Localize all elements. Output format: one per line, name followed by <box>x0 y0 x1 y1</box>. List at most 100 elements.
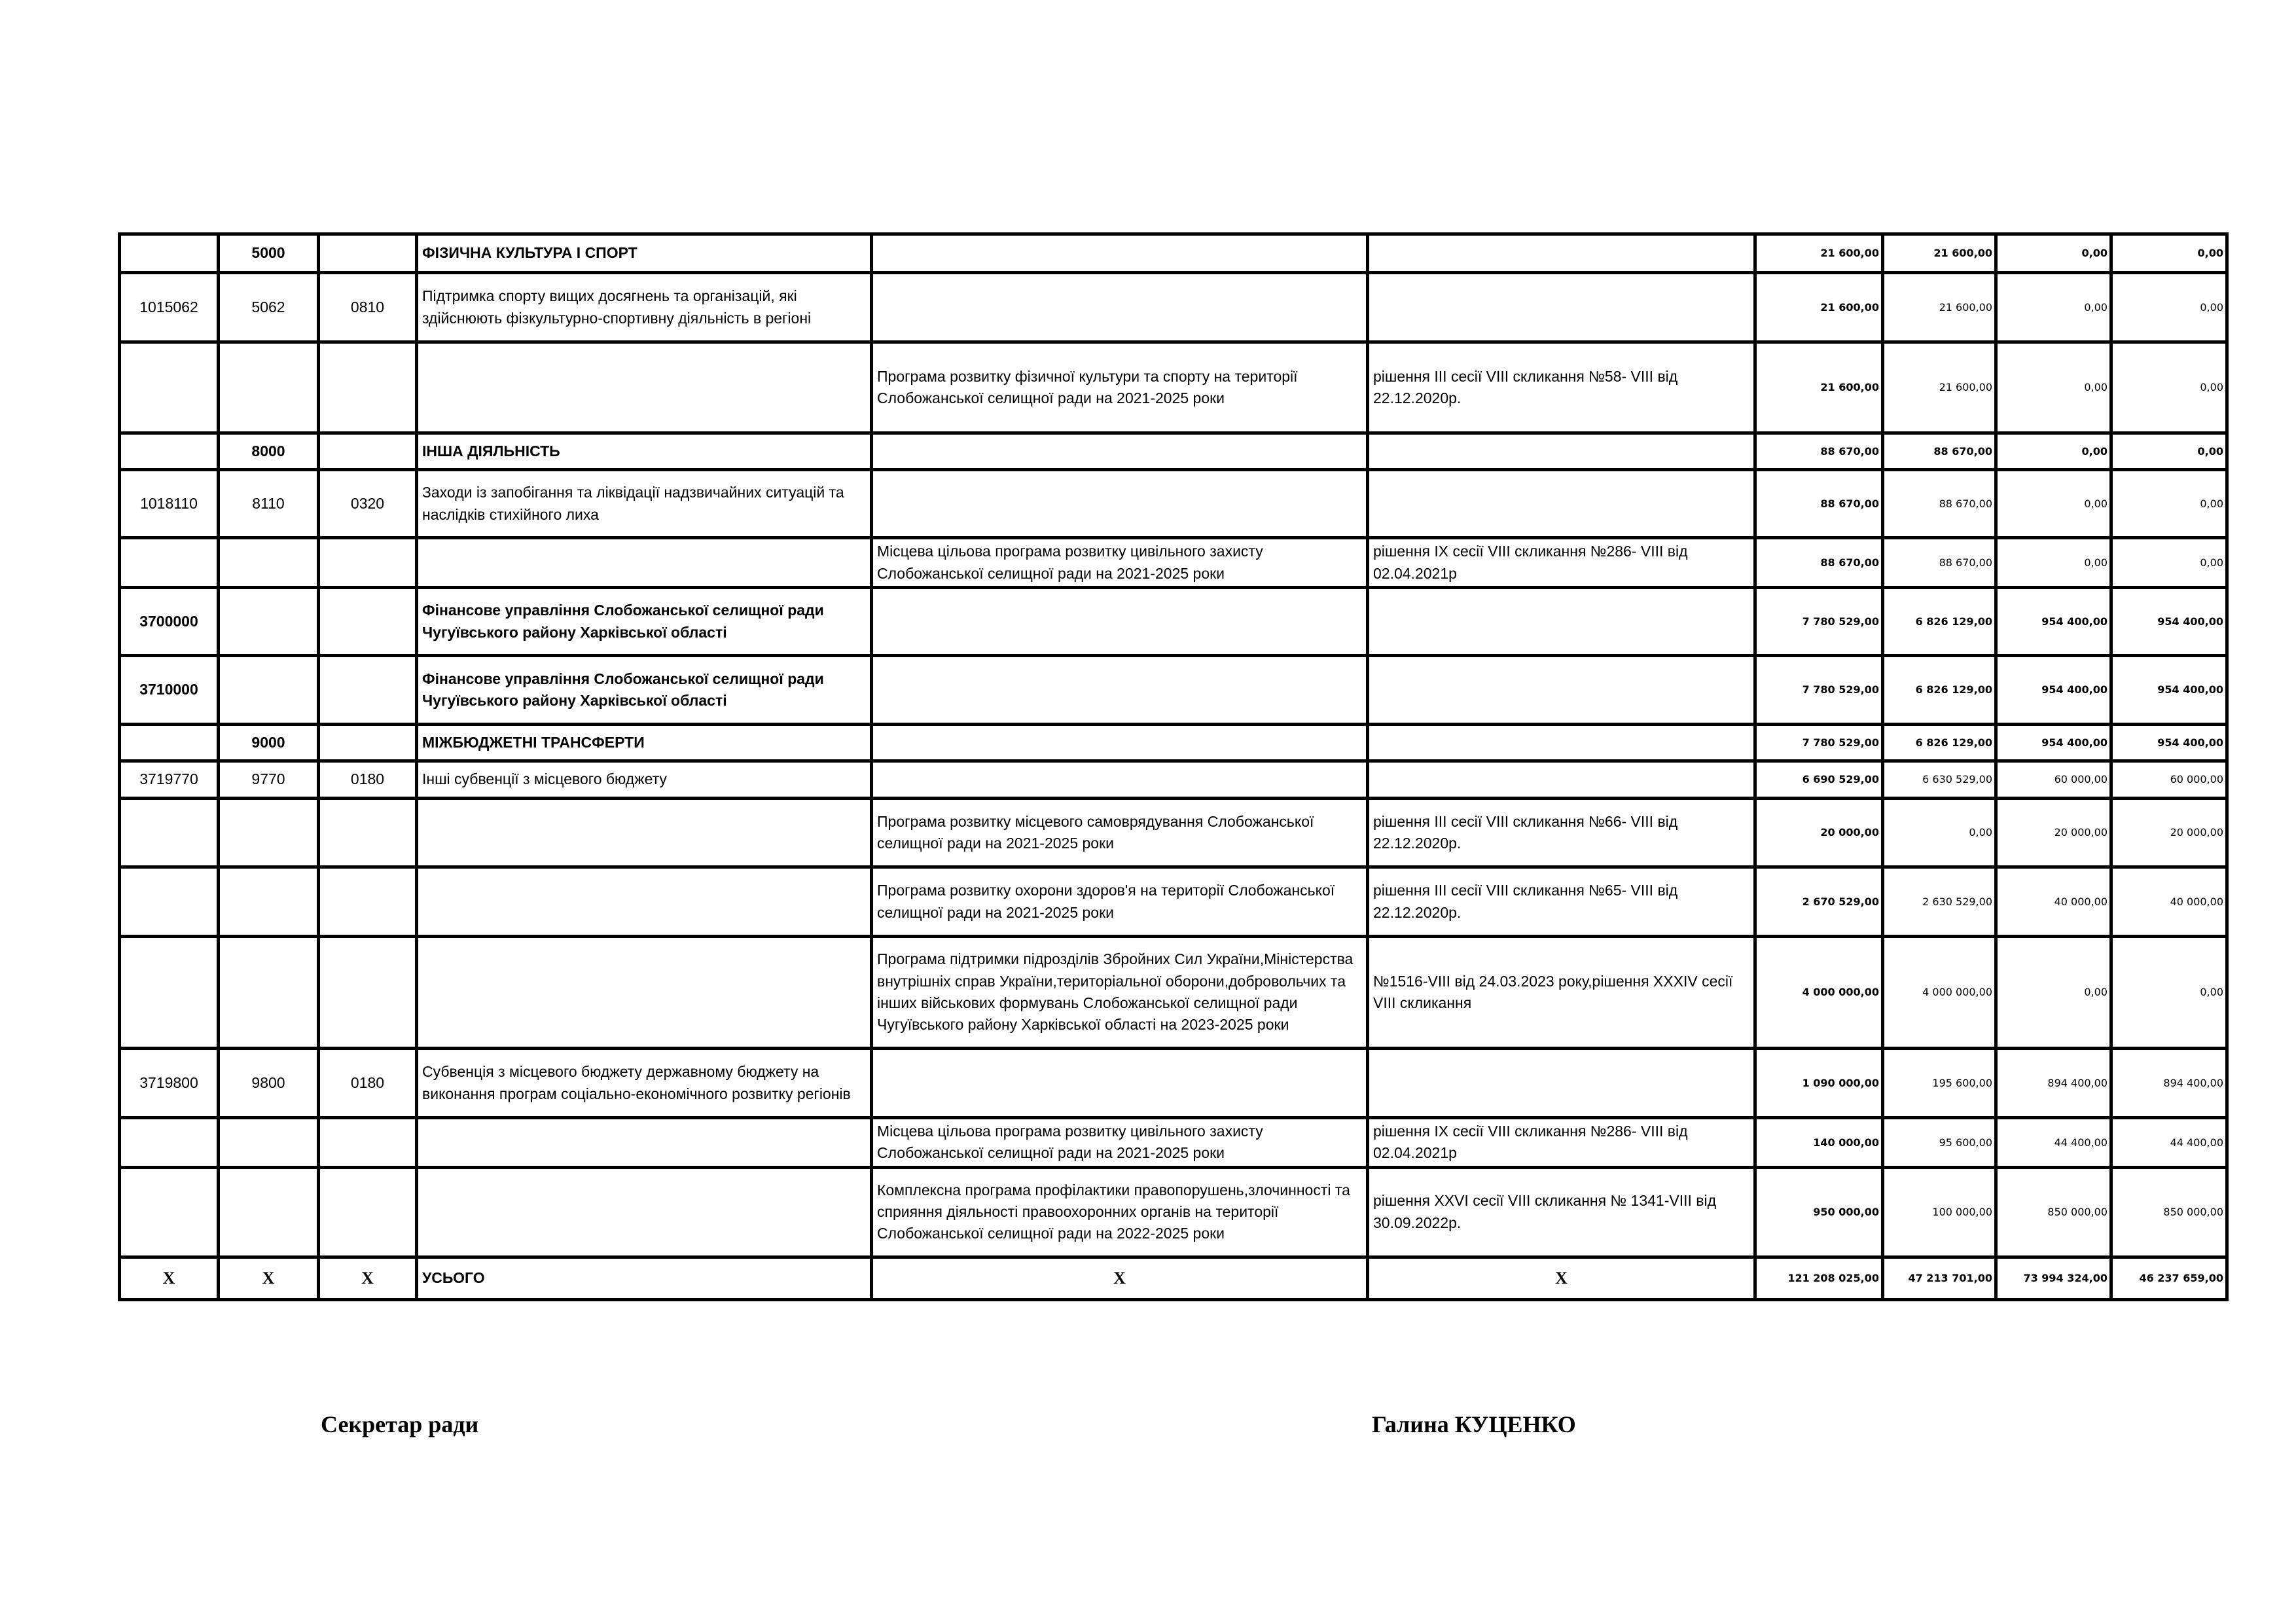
cell-program-name <box>870 586 1369 657</box>
cell-code-program <box>118 1116 220 1169</box>
cell-code-kpkvk: 8110 <box>217 468 320 539</box>
cell-decision: рішення ІІІ сесії VIII скликання №65- VI… <box>1366 865 1757 938</box>
table-row: 3700000 Фінансове управління Слобожансько… <box>118 586 2229 657</box>
cell-general-fund: 2 630 529,00 <box>1881 865 1998 938</box>
cell-decision <box>1366 271 1757 344</box>
cell-name <box>415 536 873 589</box>
cell-code-program: 3700000 <box>118 586 220 657</box>
cell-name <box>415 865 873 938</box>
cell-development-budget: 850 000,00 <box>2109 1165 2229 1259</box>
cell-code-kpkvk: 9800 <box>217 1047 320 1119</box>
cell-total: 1 090 000,00 <box>1753 1047 1884 1119</box>
cell-decision <box>1366 1047 1757 1119</box>
table-row: Програма підтримки підрозділів Збройних … <box>118 935 2229 1050</box>
cell-code-kfkvk <box>317 232 418 274</box>
cell-code-kfkvk: 0180 <box>317 1047 418 1119</box>
cell-code-kfkvk: Х <box>317 1255 418 1301</box>
cell-development-budget: 46 237 659,00 <box>2109 1255 2229 1301</box>
cell-total: 2 670 529,00 <box>1753 865 1884 938</box>
cell-total: 4 000 000,00 <box>1753 935 1884 1050</box>
cell-total: 88 670,00 <box>1753 431 1884 471</box>
cell-general-fund: 100 000,00 <box>1881 1165 1998 1259</box>
cell-total: 88 670,00 <box>1753 536 1884 589</box>
cell-name: Підтримка спорту вищих досягнень та орга… <box>415 271 873 344</box>
cell-code-program <box>118 1165 220 1259</box>
total-row: Х Х Х УСЬОГО Х Х 121 208 025,00 47 213 701,00 73… <box>118 1255 2229 1301</box>
cell-development-budget: 0,00 <box>2109 935 2229 1050</box>
cell-decision: Х <box>1366 1255 1757 1301</box>
cell-code-kfkvk <box>317 723 418 763</box>
table-row: 1015062 5062 0810 Підтримка спорту вищих до… <box>118 271 2229 344</box>
cell-special-fund: 0,00 <box>1994 340 2113 435</box>
cell-program-name <box>870 468 1369 539</box>
cell-decision: рішення ІІІ сесії VIII скликання №58- VI… <box>1366 340 1757 435</box>
cell-special-fund: 954 400,00 <box>1994 586 2113 657</box>
cell-name: МІЖБЮДЖЕТНІ ТРАНСФЕРТИ <box>415 723 873 763</box>
cell-code-kpkvk <box>217 1116 320 1169</box>
table-row: Комплексна програма профілактики правопо… <box>118 1165 2229 1259</box>
cell-general-fund: 4 000 000,00 <box>1881 935 1998 1050</box>
cell-special-fund: 0,00 <box>1994 431 2113 471</box>
cell-code-program: 1018110 <box>118 468 220 539</box>
secretary-name: Галина КУЦЕНКО <box>1372 1411 1576 1437</box>
cell-code-kfkvk <box>317 1116 418 1169</box>
cell-code-program <box>118 340 220 435</box>
cell-code-kpkvk <box>217 536 320 589</box>
cell-decision <box>1366 468 1757 539</box>
cell-decision <box>1366 759 1757 800</box>
cell-total: 88 670,00 <box>1753 468 1884 539</box>
cell-general-fund: 195 600,00 <box>1881 1047 1998 1119</box>
cell-special-fund: 954 400,00 <box>1994 723 2113 763</box>
cell-code-kfkvk <box>317 797 418 869</box>
table-row: 8000 ІНША ДІЯЛЬНІСТЬ 88 670,00 88 670,00 0,0… <box>118 431 2229 471</box>
cell-code-kpkvk <box>217 935 320 1050</box>
cell-special-fund: 40 000,00 <box>1994 865 2113 938</box>
cell-code-program <box>118 431 220 471</box>
cell-name <box>415 797 873 869</box>
cell-general-fund: 88 670,00 <box>1881 431 1998 471</box>
cell-program-name <box>870 654 1369 726</box>
cell-code-kpkvk <box>217 586 320 657</box>
cell-code-kpkvk: 9770 <box>217 759 320 800</box>
cell-total: 7 780 529,00 <box>1753 723 1884 763</box>
cell-total: 7 780 529,00 <box>1753 654 1884 726</box>
cell-name: Фінансове управління Слобожанської селищ… <box>415 586 873 657</box>
cell-development-budget: 954 400,00 <box>2109 654 2229 726</box>
cell-development-budget: 894 400,00 <box>2109 1047 2229 1119</box>
cell-decision: рішення ІХ сесії VIII скликання №286- VI… <box>1366 1116 1757 1169</box>
cell-general-fund: 6 826 129,00 <box>1881 586 1998 657</box>
cell-name <box>415 935 873 1050</box>
cell-special-fund: 0,00 <box>1994 935 2113 1050</box>
cell-code-kfkvk <box>317 431 418 471</box>
cell-code-kpkvk <box>217 797 320 869</box>
cell-program-name <box>870 431 1369 471</box>
cell-code-kfkvk <box>317 935 418 1050</box>
cell-general-fund: 95 600,00 <box>1881 1116 1998 1169</box>
cell-code-kfkvk <box>317 340 418 435</box>
cell-name <box>415 1165 873 1259</box>
cell-decision <box>1366 431 1757 471</box>
table-row: 3719770 9770 0180 Інші субвенції з місцевог… <box>118 759 2229 800</box>
table-row: 5000 ФІЗИЧНА КУЛЬТУРА І СПОРТ 21 600,00 21 … <box>118 232 2229 274</box>
table-row: 3719800 9800 0180 Субвенція з місцевого бюд… <box>118 1047 2229 1119</box>
cell-special-fund: 60 000,00 <box>1994 759 2113 800</box>
cell-general-fund: 0,00 <box>1881 797 1998 869</box>
cell-general-fund: 6 630 529,00 <box>1881 759 1998 800</box>
cell-code-program: Х <box>118 1255 220 1301</box>
cell-decision <box>1366 723 1757 763</box>
cell-development-budget: 20 000,00 <box>2109 797 2229 869</box>
cell-general-fund: 6 826 129,00 <box>1881 723 1998 763</box>
table-row: Місцева цільова програма розвитку цивіль… <box>118 1116 2229 1169</box>
cell-code-kpkvk <box>217 340 320 435</box>
cell-total: 121 208 025,00 <box>1753 1255 1884 1301</box>
budget-programs-table: 5000 ФІЗИЧНА КУЛЬТУРА І СПОРТ 21 600,00 21 … <box>118 232 2229 1301</box>
cell-code-kpkvk: 8000 <box>217 431 320 471</box>
cell-development-budget: 44 400,00 <box>2109 1116 2229 1169</box>
cell-code-program: 3719770 <box>118 759 220 800</box>
cell-code-kpkvk <box>217 865 320 938</box>
cell-code-kfkvk <box>317 586 418 657</box>
cell-name: ІНША ДІЯЛЬНІСТЬ <box>415 431 873 471</box>
cell-program-name: Програма підтримки підрозділів Збройних … <box>870 935 1369 1050</box>
table-row: Програма розвитку фізичної культури та с… <box>118 340 2229 435</box>
cell-program-name: Місцева цільова програма розвитку цивіль… <box>870 1116 1369 1169</box>
